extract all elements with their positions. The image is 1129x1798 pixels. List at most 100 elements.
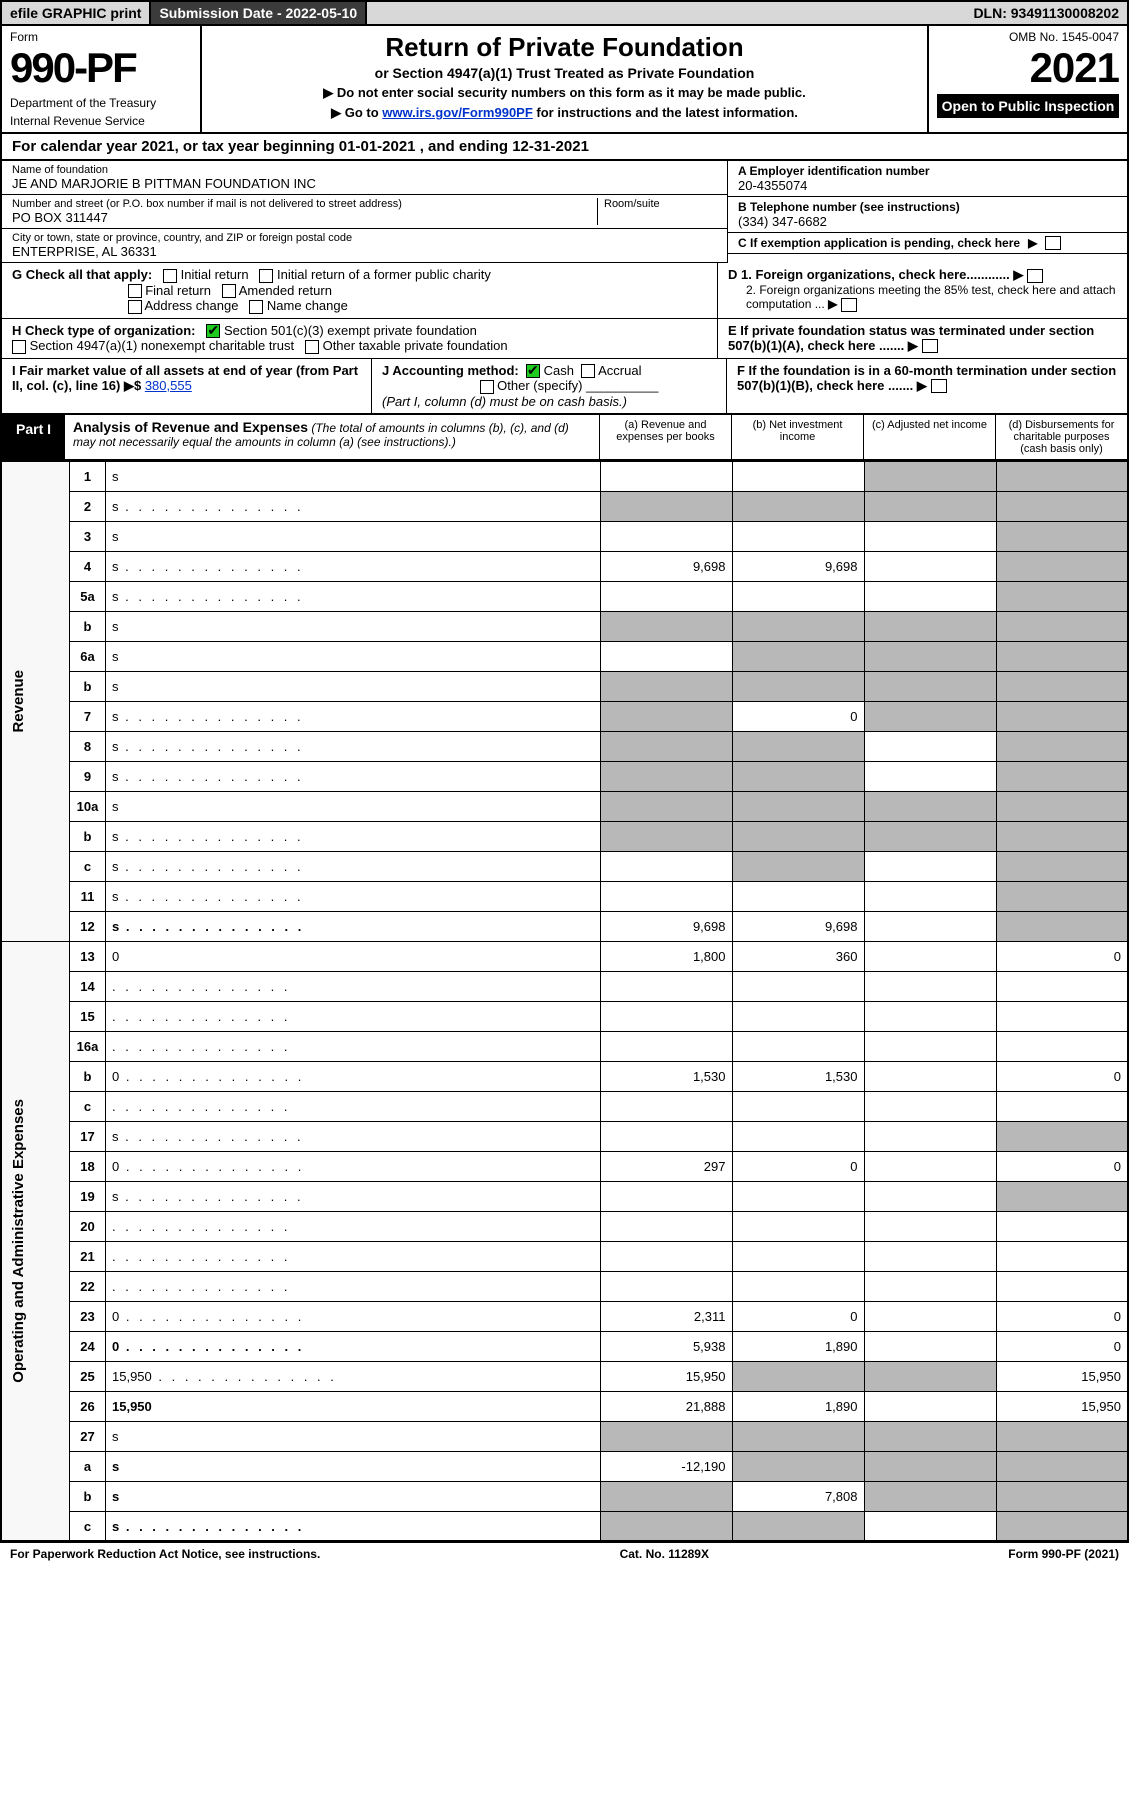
line-number: 22 [70, 1271, 106, 1301]
table-row: bs [1, 821, 1128, 851]
g-name-checkbox[interactable] [249, 300, 263, 314]
amount-cell [732, 1181, 864, 1211]
amount-cell [996, 1481, 1128, 1511]
form-subtitle: or Section 4947(a)(1) Trust Treated as P… [214, 65, 915, 81]
amount-cell: 21,888 [600, 1391, 732, 1421]
col-a-header: (a) Revenue and expenses per books [599, 415, 731, 459]
amount-cell [732, 791, 864, 821]
amount-cell [732, 1091, 864, 1121]
line-number: 15 [70, 1001, 106, 1031]
amount-cell: 297 [600, 1151, 732, 1181]
efile-label[interactable]: efile GRAPHIC print [2, 2, 151, 24]
table-row: 18029700 [1, 1151, 1128, 1181]
amount-cell [732, 1121, 864, 1151]
g-final-checkbox[interactable] [128, 284, 142, 298]
amount-cell: 15,950 [600, 1361, 732, 1391]
f-checkbox[interactable] [931, 379, 947, 393]
line-number: 9 [70, 761, 106, 791]
j-other-checkbox[interactable] [480, 380, 494, 394]
amount-cell [996, 1121, 1128, 1151]
amount-cell [864, 1361, 996, 1391]
amount-cell [732, 1241, 864, 1271]
amount-cell [864, 1271, 996, 1301]
table-row: b01,5301,5300 [1, 1061, 1128, 1091]
amount-cell [996, 1451, 1128, 1481]
room-label: Room/suite [604, 198, 717, 210]
g-amended-checkbox[interactable] [222, 284, 236, 298]
d2-checkbox[interactable] [841, 298, 857, 312]
table-row: 20 [1, 1211, 1128, 1241]
g-initial-former-checkbox[interactable] [259, 269, 273, 283]
g-address-checkbox[interactable] [128, 300, 142, 314]
j-accrual-checkbox[interactable] [581, 364, 595, 378]
amount-cell [996, 1211, 1128, 1241]
line-number: 8 [70, 731, 106, 761]
arrow-icon: ▶ [1028, 236, 1037, 250]
amount-cell [732, 611, 864, 641]
amount-cell [864, 1061, 996, 1091]
amount-cell [996, 551, 1128, 581]
amount-cell [864, 791, 996, 821]
line-description: s [106, 1451, 601, 1481]
table-row: 10as [1, 791, 1128, 821]
amount-cell: 0 [996, 1331, 1128, 1361]
tax-year: 2021 [937, 44, 1119, 92]
amount-cell [600, 461, 732, 491]
amount-cell [996, 821, 1128, 851]
line-description: 0 [106, 1061, 601, 1091]
table-row: bs [1, 671, 1128, 701]
amount-cell [864, 1031, 996, 1061]
amount-cell [996, 881, 1128, 911]
revenue-side-label: Revenue [8, 662, 29, 741]
foundation-name: JE AND MARJORIE B PITTMAN FOUNDATION INC [12, 176, 717, 191]
h-other-checkbox[interactable] [305, 340, 319, 354]
amount-cell [732, 731, 864, 761]
amount-cell [732, 1031, 864, 1061]
amount-cell [864, 491, 996, 521]
amount-cell [864, 1181, 996, 1211]
c-checkbox[interactable] [1045, 236, 1061, 250]
amount-cell [996, 971, 1128, 1001]
amount-cell [864, 851, 996, 881]
amount-cell [864, 1481, 996, 1511]
amount-cell: 9,698 [732, 551, 864, 581]
col-b-header: (b) Net investment income [731, 415, 863, 459]
line-number: 7 [70, 701, 106, 731]
amount-cell [864, 1091, 996, 1121]
h-501c3-checkbox[interactable] [206, 324, 220, 338]
h-4947-checkbox[interactable] [12, 340, 26, 354]
table-row: 4s9,6989,698 [1, 551, 1128, 581]
irs-link[interactable]: www.irs.gov/Form990PF [382, 105, 533, 120]
line-number: 4 [70, 551, 106, 581]
line-number: 11 [70, 881, 106, 911]
j-label: J Accounting method: [382, 363, 519, 378]
table-row: 2405,9381,8900 [1, 1331, 1128, 1361]
phone-value: (334) 347-6682 [738, 214, 1117, 229]
e-checkbox[interactable] [922, 339, 938, 353]
amount-cell [600, 851, 732, 881]
fmv-link[interactable]: 380,555 [145, 378, 192, 393]
amount-cell [864, 641, 996, 671]
line-number: 25 [70, 1361, 106, 1391]
line-number: c [70, 1091, 106, 1121]
calendar-year-line: For calendar year 2021, or tax year begi… [0, 134, 1129, 161]
line-description: s [106, 791, 601, 821]
line-number: 12 [70, 911, 106, 941]
d1-label: D 1. Foreign organizations, check here..… [728, 267, 1010, 282]
g-initial-checkbox[interactable] [163, 269, 177, 283]
table-row: cs [1, 1511, 1128, 1541]
amount-cell [600, 791, 732, 821]
line-description [106, 1271, 601, 1301]
line-description: s [106, 1181, 601, 1211]
amount-cell [732, 761, 864, 791]
amount-cell [732, 521, 864, 551]
line-description: s [106, 521, 601, 551]
d1-checkbox[interactable] [1027, 269, 1043, 283]
j-cash-checkbox[interactable] [526, 364, 540, 378]
irs-label: Internal Revenue Service [10, 114, 192, 128]
line-description: s [106, 1481, 601, 1511]
table-row: 12s9,6989,698 [1, 911, 1128, 941]
amount-cell: 5,938 [600, 1331, 732, 1361]
amount-cell [864, 1331, 996, 1361]
amount-cell [864, 971, 996, 1001]
